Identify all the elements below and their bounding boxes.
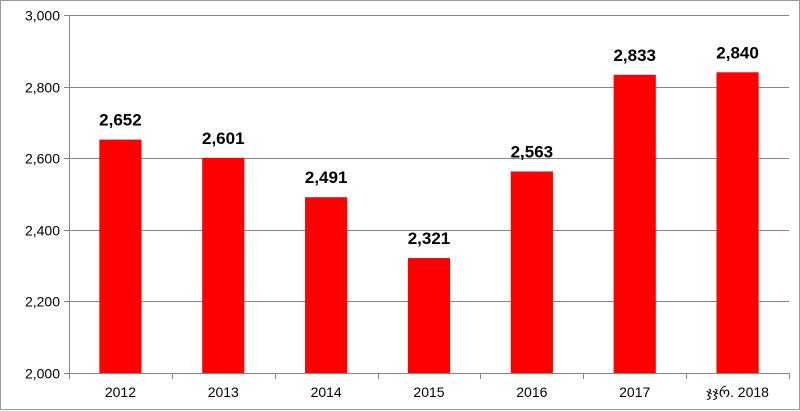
bar-2015 [407,258,451,373]
data-label: 2,601 [202,129,245,148]
x-tick-label: 2014 [311,384,342,400]
x-tick-label: 2015 [413,384,444,400]
y-tick-label: 2,000 [25,366,60,382]
data-label: 2,563 [511,142,554,161]
y-tick-label: 2,600 [25,151,60,167]
bar-2017 [613,74,656,373]
bar-2012 [99,139,142,373]
y-tick-label: 2,800 [25,80,60,96]
bar-2016 [510,171,553,373]
labels: 2,000 2,200 2,400 2,600 2,800 3,000 2,652 2012 2… [25,8,769,401]
x-tick-label: 2013 [208,384,239,400]
data-label: 2,833 [613,46,656,65]
y-tick-label: 2,200 [25,294,60,310]
bars [99,72,759,373]
x-tick-label: 2012 [105,384,136,400]
data-label: 2,491 [305,168,348,187]
bar-2013 [202,157,245,373]
x-tick-label: ჯჯრ. 2018 [706,384,769,400]
gridlines [69,15,789,302]
data-label: 2,321 [408,229,451,248]
axes [64,15,790,379]
bar-2018 [716,72,759,373]
data-label: 2,840 [716,43,759,62]
bar-2014 [305,197,348,373]
data-label: 2,652 [99,111,142,130]
x-tick-label: 2017 [619,384,650,400]
x-tick-label: 2016 [516,384,547,400]
y-tick-label: 2,400 [25,223,60,239]
y-tick-label: 3,000 [25,8,60,24]
